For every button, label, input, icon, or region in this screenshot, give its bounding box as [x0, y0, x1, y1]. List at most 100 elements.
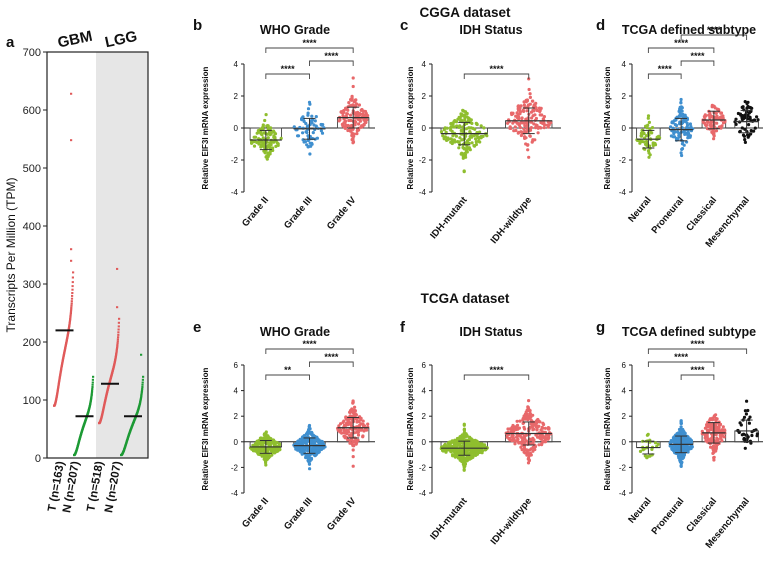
data-point [317, 450, 321, 454]
data-point [366, 114, 370, 118]
data-point [452, 442, 457, 446]
data-point [264, 463, 268, 467]
data-point [476, 139, 481, 143]
data-point [511, 121, 515, 125]
data-point [530, 99, 535, 103]
data-point [343, 121, 347, 125]
data-point [345, 112, 349, 116]
data-point [705, 428, 710, 432]
significance-bracket: **** [680, 51, 715, 66]
data-point [533, 138, 537, 142]
data-point [713, 426, 717, 430]
data-point [268, 133, 272, 137]
y-tick-label: -4 [419, 489, 427, 498]
data-point [468, 439, 472, 443]
data-point [337, 424, 341, 428]
data-point [519, 133, 524, 138]
data-point [679, 464, 683, 468]
data-point [670, 447, 674, 451]
data-point [462, 422, 466, 426]
data-point [675, 444, 679, 448]
data-point [261, 449, 265, 453]
data-point [346, 128, 350, 133]
y-tick-label: -2 [419, 156, 427, 165]
data-point [511, 112, 515, 116]
y-tick-label: 0 [234, 124, 239, 133]
data-point [745, 437, 749, 441]
data-point [347, 101, 351, 105]
data-point [714, 115, 718, 119]
data-point [651, 143, 655, 148]
tpm-outlier [70, 259, 73, 262]
data-point [743, 113, 747, 117]
data-point [359, 418, 363, 422]
data-point [307, 145, 311, 149]
bracket-line [647, 47, 715, 53]
data-point [514, 128, 518, 133]
data-point [532, 439, 536, 443]
data-point [540, 425, 544, 429]
data-point [646, 114, 651, 118]
data-point [712, 458, 716, 462]
y-tick-label: 6 [622, 361, 627, 370]
data-point [461, 108, 465, 112]
data-point [519, 130, 523, 134]
tpm-point [116, 342, 119, 345]
data-point [679, 421, 683, 425]
data-point [308, 152, 312, 156]
category-label-t-n-518: T (n=518) [85, 460, 106, 512]
y-tick-label: 4 [622, 387, 627, 396]
data-point [740, 105, 744, 109]
data-point [349, 118, 353, 123]
bracket-line [647, 361, 715, 367]
data-point [465, 451, 469, 455]
data-point [680, 429, 684, 433]
data-point [513, 442, 517, 446]
panel-title: WHO Grade [260, 23, 330, 37]
data-point [533, 113, 537, 117]
data-point [261, 446, 265, 451]
data-point [299, 450, 303, 454]
data-point [547, 426, 551, 430]
data-point [536, 435, 540, 439]
data-point [708, 439, 712, 443]
data-point [517, 123, 522, 127]
data-point [753, 126, 757, 130]
data-point [647, 155, 651, 159]
data-point [259, 437, 263, 441]
data-point [686, 450, 690, 454]
data-point [306, 134, 310, 138]
data-point [250, 141, 254, 145]
data-point [271, 441, 275, 445]
data-point [256, 451, 260, 455]
y-tick-label: 0 [35, 453, 41, 465]
data-point [454, 454, 458, 458]
data-point [526, 418, 530, 422]
tpm-point [141, 386, 144, 388]
data-point [716, 425, 720, 430]
tpm-point [57, 387, 60, 390]
bracket-line [265, 47, 354, 53]
y-tick-label: 2 [622, 412, 627, 421]
data-point [269, 126, 273, 130]
y-axis-label: Relative EIF3I mRNA expression [603, 66, 612, 189]
data-point [450, 449, 454, 453]
data-point [449, 125, 453, 129]
data-point [308, 459, 312, 463]
data-point [344, 417, 348, 421]
tpm-point [141, 383, 144, 386]
data-point [711, 451, 715, 455]
tpm-point [117, 336, 120, 339]
significance-label: **** [324, 51, 339, 61]
panel-title: TCGA defined subtype [622, 23, 756, 37]
tpm-outlier [140, 353, 143, 356]
y-tick-label: 2 [234, 92, 239, 101]
data-point [365, 118, 369, 122]
y-tick-label: 200 [23, 337, 41, 349]
data-point [271, 148, 275, 152]
tpm-point [140, 394, 143, 396]
category-label-classical: Classical [684, 195, 719, 234]
data-point [265, 455, 269, 459]
data-point [511, 427, 515, 431]
data-point [454, 440, 458, 444]
